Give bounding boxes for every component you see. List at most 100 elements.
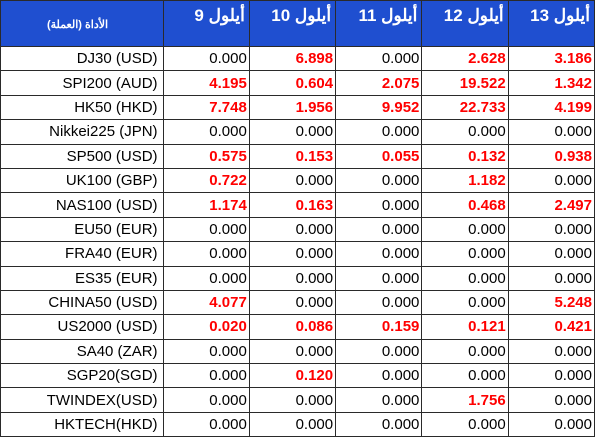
table-row: EU50 (EUR) 0.000 0.000 0.000 0.000 0.000 [0,216,595,243]
value-cell: 0.000 [162,241,250,267]
value-cell: 0.000 [507,338,595,365]
instrument-cell: ES35 (EUR) [0,265,164,291]
value-cell: 4.195 [162,70,250,96]
instrument-cell: CHINA50 (USD) [0,289,164,316]
value-cell: 22.733 [421,94,509,121]
table-row: TWINDEX(USD) 0.000 0.000 0.000 1.756 0.000 [0,387,595,413]
value-cell: 0.000 [248,265,337,291]
value-cell: 5.248 [507,289,595,316]
value-cell: 0.086 [248,314,337,340]
header-day: أيلول 13 [507,0,595,47]
value-cell: 0.000 [162,338,250,365]
instrument-cell: DJ30 (USD) [0,45,164,72]
value-cell: 0.000 [162,119,250,145]
value-cell: 7.748 [162,94,250,121]
value-cell: 0.000 [335,387,423,413]
value-cell: 0.575 [162,143,250,169]
value-cell: 0.000 [162,45,250,72]
header-day: أيلول 10 [248,0,337,47]
value-cell: 0.000 [162,363,250,389]
instrument-cell: HKTECH(HKD) [0,411,164,437]
value-cell: 0.000 [335,363,423,389]
value-cell: 0.000 [248,216,337,243]
header-instrument: الأداة (العملة) [0,0,164,47]
instrument-cell: NAS100 (USD) [0,192,164,218]
value-cell: 0.000 [162,411,250,437]
table-row: CHINA50 (USD) 4.077 0.000 0.000 0.000 5.248 [0,289,595,316]
value-cell: 0.000 [507,216,595,243]
instrument-cell: UK100 (GBP) [0,167,164,194]
value-cell: 0.000 [507,167,595,194]
instrument-cell: US2000 (USD) [0,314,164,340]
value-cell: 0.000 [248,338,337,365]
value-cell: 0.421 [507,314,595,340]
value-cell: 0.000 [335,289,423,316]
value-cell: 2.628 [421,45,509,72]
header-day: أيلول 11 [335,0,423,47]
value-cell: 0.938 [507,143,595,169]
instrument-cell: SGP20(SGD) [0,363,164,389]
value-cell: 0.000 [248,289,337,316]
value-cell: 0.000 [507,411,595,437]
value-cell: 1.756 [421,387,509,413]
value-cell: 0.020 [162,314,250,340]
value-cell: 1.182 [421,167,509,194]
value-cell: 0.000 [162,387,250,413]
value-cell: 0.000 [162,216,250,243]
value-cell: 0.000 [248,241,337,267]
value-cell: 0.163 [248,192,337,218]
value-cell: 0.000 [162,265,250,291]
table-body: DJ30 (USD) 0.000 6.898 0.000 2.628 3.186 SPI20… [0,45,595,437]
instrument-cell: SPI200 (AUD) [0,70,164,96]
instrument-cell: Nikkei225 (JPN) [0,119,164,145]
value-cell: 0.000 [335,216,423,243]
value-cell: 1.956 [248,94,337,121]
value-cell: 0.604 [248,70,337,96]
table-row: HK50 (HKD) 7.748 1.956 9.952 22.733 4.199 [0,94,595,121]
value-cell: 0.055 [335,143,423,169]
value-cell: 0.159 [335,314,423,340]
value-cell: 0.000 [421,265,509,291]
table-row: UK100 (GBP) 0.722 0.000 0.000 1.182 0.000 [0,167,595,194]
value-cell: 0.722 [162,167,250,194]
value-cell: 0.000 [421,363,509,389]
table-row: DJ30 (USD) 0.000 6.898 0.000 2.628 3.186 [0,45,595,72]
table-row: SA40 (ZAR) 0.000 0.000 0.000 0.000 0.000 [0,338,595,365]
table-row: FRA40 (EUR) 0.000 0.000 0.000 0.000 0.000 [0,241,595,267]
value-cell: 0.000 [335,338,423,365]
value-cell: 0.000 [335,411,423,437]
value-cell: 0.000 [421,289,509,316]
value-cell: 0.000 [507,265,595,291]
value-cell: 2.075 [335,70,423,96]
value-cell: 0.468 [421,192,509,218]
value-cell: 0.000 [335,192,423,218]
value-cell: 1.174 [162,192,250,218]
value-cell: 6.898 [248,45,337,72]
value-cell: 0.000 [421,119,509,145]
value-cell: 0.120 [248,363,337,389]
value-cell: 1.342 [507,70,595,96]
value-cell: 0.000 [248,167,337,194]
value-cell: 0.000 [335,45,423,72]
value-cell: 0.000 [421,241,509,267]
instrument-cell: HK50 (HKD) [0,94,164,121]
header-day: أيلول 9 [162,0,250,47]
instrument-cell: SA40 (ZAR) [0,338,164,365]
value-cell: 0.000 [421,338,509,365]
instrument-cell: FRA40 (EUR) [0,241,164,267]
instrument-cell: TWINDEX(USD) [0,387,164,413]
value-cell: 0.000 [421,216,509,243]
table-row: Nikkei225 (JPN) 0.000 0.000 0.000 0.000 0.000 [0,119,595,145]
value-cell: 0.000 [248,119,337,145]
value-cell: 0.000 [248,411,337,437]
table-row: HKTECH(HKD) 0.000 0.000 0.000 0.000 0.000 [0,411,595,437]
header-row: الأداة (العملة) أيلول 9 أيلول 10 أيلول 1… [0,0,595,47]
value-cell: 0.153 [248,143,337,169]
table-row: SP500 (USD) 0.575 0.153 0.055 0.132 0.938 [0,143,595,169]
value-cell: 3.186 [507,45,595,72]
value-cell: 4.077 [162,289,250,316]
value-cell: 0.000 [248,387,337,413]
value-cell: 0.000 [507,241,595,267]
value-cell: 0.000 [421,411,509,437]
